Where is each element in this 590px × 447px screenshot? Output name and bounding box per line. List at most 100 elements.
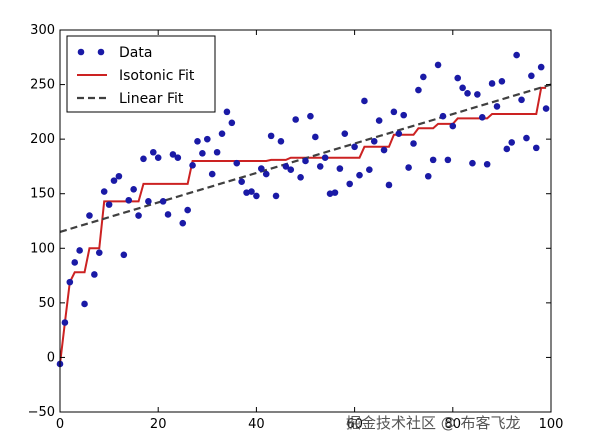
data-point [321,154,329,161]
data-point [464,90,471,97]
legend-label: Linear Fit [119,91,184,107]
data-point [218,130,226,137]
data-point [140,155,147,163]
data-point [498,77,506,85]
data-point [159,198,167,205]
data-point [532,144,540,152]
data-point [105,201,113,208]
data-point [223,108,231,116]
legend-marker-data [77,48,85,56]
data-point [208,170,216,178]
data-point [135,212,142,219]
data-point [86,212,93,219]
data-point [474,91,481,98]
data-point [262,170,270,178]
plot-frame [59,29,552,413]
x-tick-label: 20 [150,417,167,432]
data-point [164,211,172,218]
data-point [174,154,182,161]
data-point [71,259,79,266]
data-point [385,181,393,189]
data-point [420,73,427,81]
isotonic-fit-line [59,86,547,365]
x-tick-label: 40 [248,417,265,432]
data-point [370,138,378,145]
data-point [297,174,304,181]
data-point [194,138,201,145]
data-point [258,165,265,172]
data-point [336,165,344,172]
data-point [366,166,373,174]
y-tick-label: 100 [30,241,55,256]
data-point [528,72,535,80]
data-point [341,130,349,137]
data-point [272,192,280,200]
legend-label: Isotonic Fit [119,68,195,84]
data-point [307,112,314,120]
data-point [503,145,511,153]
data-point [434,61,442,69]
data-point [66,278,74,286]
data-point [454,74,462,82]
data-point [248,188,255,195]
data-point [361,97,368,105]
data-point [110,177,118,184]
data-point [312,133,319,141]
data-point [277,138,285,145]
data-point [189,162,196,169]
data-point [405,164,412,171]
data-point [331,189,339,196]
data-point [395,130,403,137]
data-point [400,111,408,119]
data-point [390,108,398,116]
data-point [292,116,299,123]
y-tick-label: 250 [30,78,55,93]
data-point [179,219,187,227]
data-point [523,134,530,142]
data-point [356,171,363,179]
data-point [469,159,476,167]
legend-label: Data [119,45,152,61]
x-tick-label: 100 [539,417,564,432]
data-point [204,135,211,143]
data-point [459,84,466,92]
data-point [542,105,550,112]
y-tick-label: 0 [47,350,55,365]
data-point [351,143,358,151]
data-point [518,96,525,104]
data-point [439,112,447,120]
data-point [380,146,388,154]
data-point [184,206,191,214]
data-point [326,190,334,198]
data-point [228,119,236,127]
data-point [508,139,516,146]
data-point [233,159,241,167]
data-point [346,180,353,188]
plot-area [56,51,552,368]
data-point [238,178,245,186]
watermark-text: 掘金技术社区 @ 布客飞龙 [346,414,521,432]
data-point [429,156,437,164]
data-point [415,86,422,94]
data-point [145,198,152,205]
x-tick-label: 80 [445,417,462,432]
data-point [61,319,69,326]
y-axis: −50 0 50 100 150 200 250 300 [28,23,551,420]
data-point [478,114,486,121]
data-point [302,157,309,165]
data-point [91,271,98,278]
y-tick-label: 150 [30,187,55,202]
data-point [267,132,275,140]
data-point [424,172,432,180]
legend: Data Isotonic Fit Linear Fit [66,35,216,113]
y-tick-label: −50 [28,405,55,420]
data-point [154,154,162,161]
data-point [410,140,417,147]
data-point [95,249,103,256]
data-point [130,186,137,193]
x-tick-label: 0 [56,417,64,432]
data-point [243,189,250,196]
data-point [444,156,452,164]
data-point [513,51,520,59]
data-point [483,160,491,168]
